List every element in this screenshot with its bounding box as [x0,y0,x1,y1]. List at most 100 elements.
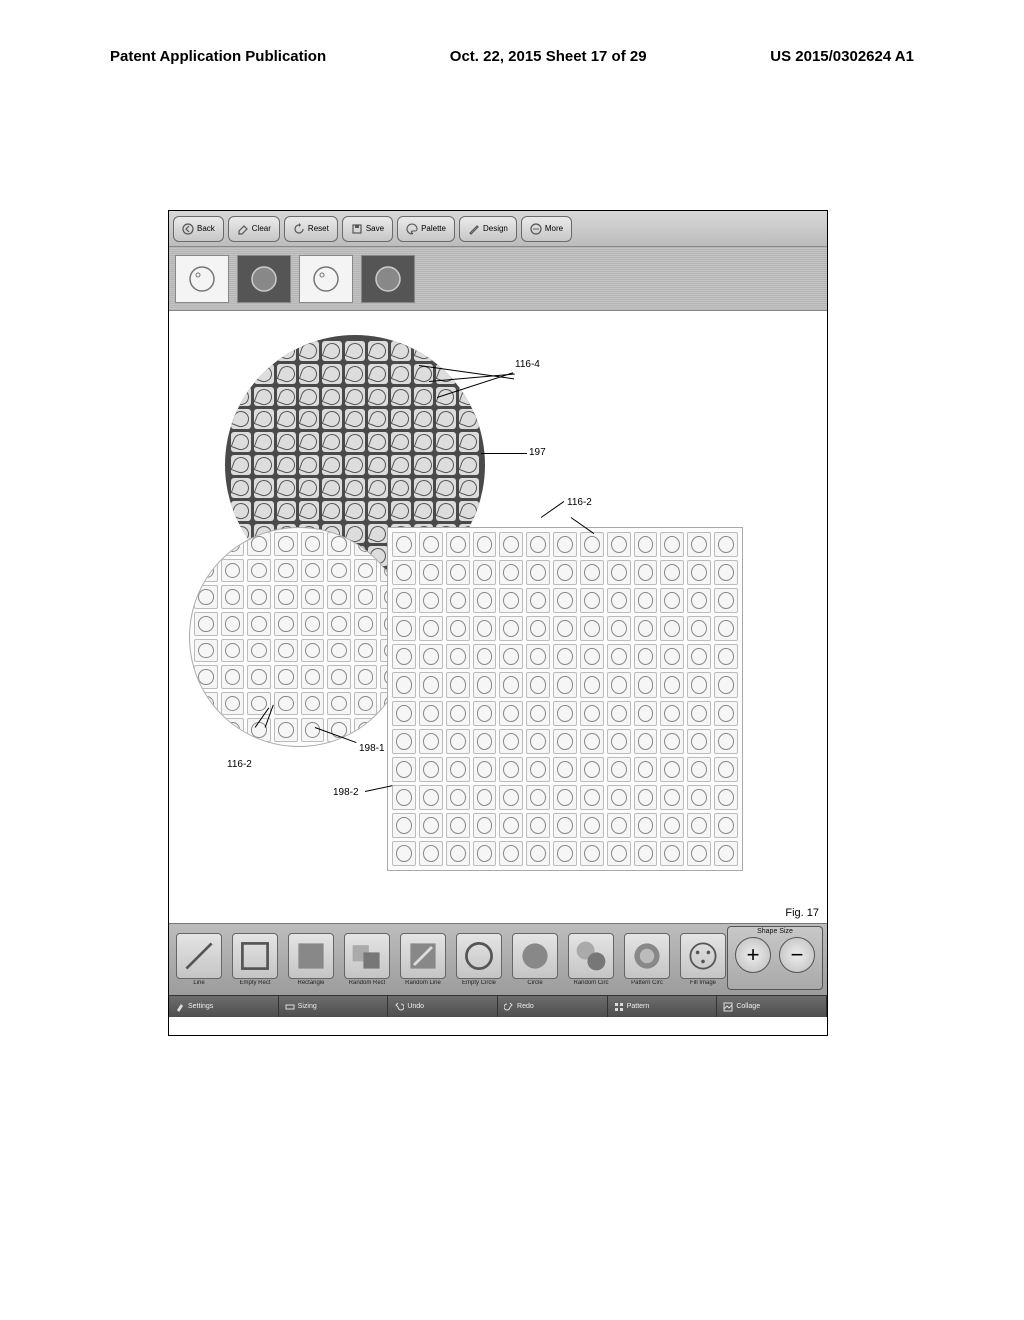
ring-tile [221,612,245,636]
shape-rectangle[interactable] [288,933,334,979]
ring-tile [634,588,658,613]
ring-tile [419,785,443,810]
ring-tile [660,701,684,726]
ring-tile [580,757,604,782]
swirl-tile [391,432,411,452]
swirl-tile [299,387,319,407]
ring-tile [473,701,497,726]
shape-pattern-circ[interactable] [624,933,670,979]
swirl-tile [414,501,434,521]
shape-empty-rect[interactable] [232,933,278,979]
swirl-tile [254,409,274,429]
palette-icon [406,223,418,235]
ring-tile [499,588,523,613]
ring-tile [274,718,298,742]
ring-tile [714,616,738,641]
swirl-tile [254,387,274,407]
thumbnail-1[interactable] [175,255,229,303]
sizing-icon [285,1002,295,1012]
callout-198-1: 198-1 [359,743,385,754]
tab-pattern[interactable]: Pattern [608,996,718,1017]
shape-line[interactable] [176,933,222,979]
shape-empty-circle[interactable] [456,933,502,979]
callout-198-2: 198-2 [333,787,359,798]
publication-label: Patent Application Publication [110,48,326,65]
ring-tile [221,692,245,716]
shape-circle[interactable] [512,933,558,979]
tab-undo[interactable]: Undo [388,996,498,1017]
swirl-tile [391,455,411,475]
thumbnail-3[interactable] [299,255,353,303]
ring-tile [473,644,497,669]
shape-fill-image[interactable] [680,933,726,979]
ring-tile [714,588,738,613]
ring-tile [301,612,325,636]
ring-tile [194,559,218,583]
thumbnail-4[interactable] [361,255,415,303]
thumbnail-2[interactable] [237,255,291,303]
size-minus-button[interactable]: − [779,937,815,973]
palette-button[interactable]: Palette [397,216,455,242]
shape-size-title: Shape Size [757,928,793,935]
ring-tile [607,701,631,726]
publication-number: US 2015/0302624 A1 [770,48,914,65]
ring-tile [354,585,378,609]
save-button[interactable]: Save [342,216,393,242]
ring-tile [553,672,577,697]
canvas[interactable]: 116-4 197 116-2 198-1 116-2 198-2 [169,311,827,923]
ring-tile [392,588,416,613]
swirl-tile [368,432,388,452]
reset-button[interactable]: Reset [284,216,338,242]
ring-tile [687,757,711,782]
ring-tile [274,692,298,716]
ring-tile [247,665,271,689]
shape-random-circ[interactable] [568,933,614,979]
tab-sizing[interactable]: Sizing [279,996,389,1017]
ring-tile [446,644,470,669]
swirl-tile [299,455,319,475]
shape-random-rect[interactable] [344,933,390,979]
ring-tile [473,757,497,782]
tab-collage[interactable]: Collage [717,996,827,1017]
shape-toolbar: Line Empty Rect Rectangle Random Rect Ra… [169,923,827,995]
tab-pattern-label: Pattern [627,1003,650,1010]
swirl-tile [414,387,434,407]
ring-tile [580,729,604,754]
ring-tile [607,616,631,641]
tab-redo[interactable]: Redo [498,996,608,1017]
ring-tile [660,841,684,866]
design-button[interactable]: Design [459,216,517,242]
ring-tile [473,588,497,613]
swirl-tile [322,478,342,498]
ring-tile [634,644,658,669]
swirl-tile [345,501,365,521]
swirl-tile [414,478,434,498]
ring-tile [419,616,443,641]
ring-tile [687,813,711,838]
ring-tile [473,672,497,697]
ring-tile [194,612,218,636]
ring-tile [221,665,245,689]
ring-tile [419,532,443,557]
bottom-tabs: Settings Sizing Undo Redo Pattern Collag… [169,995,827,1017]
shape-random-line[interactable] [400,933,446,979]
clear-button[interactable]: Clear [228,216,280,242]
ring-tile [580,813,604,838]
swirl-tile [436,455,456,475]
ring-tile [580,701,604,726]
ring-tile [392,532,416,557]
ring-tile [526,729,550,754]
ring-tile [392,813,416,838]
back-button[interactable]: Back [173,216,224,242]
tab-settings[interactable]: Settings [169,996,279,1017]
ring-tile [473,560,497,585]
ring-tile [274,639,298,663]
size-plus-button[interactable]: + [735,937,771,973]
ring-tile [687,588,711,613]
swirl-tile [414,409,434,429]
more-button[interactable]: More [521,216,572,242]
ring-tile [354,665,378,689]
swirl-tile [345,364,365,384]
ring-tile [221,718,245,742]
ring-tile [247,692,271,716]
